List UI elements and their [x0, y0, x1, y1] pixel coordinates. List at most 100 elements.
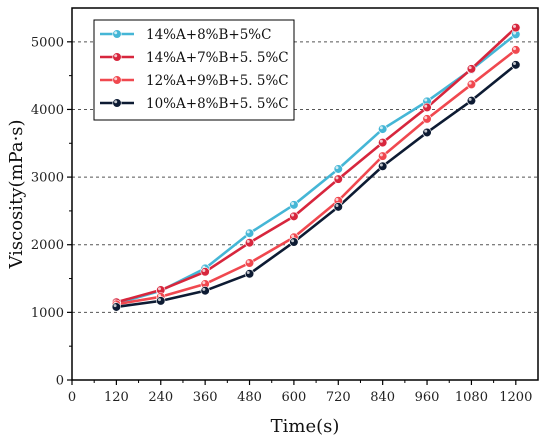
series-line-3: [116, 63, 517, 309]
x-tick-label: 840: [370, 390, 395, 405]
x-tick-label: 1080: [455, 390, 488, 405]
legend-marker: [112, 29, 122, 39]
plot-frame: [71, 7, 539, 381]
data-point-highlight: [424, 116, 428, 120]
data-point-highlight: [291, 234, 295, 238]
data-point-highlight: [157, 287, 161, 291]
data-point: [244, 269, 255, 279]
series-line-1: [116, 26, 517, 304]
data-point-highlight: [335, 204, 339, 208]
x-tick-label: 960: [415, 390, 440, 405]
x-tick-label: 480: [237, 390, 262, 405]
data-point-highlight: [157, 298, 161, 302]
data-point-highlight: [202, 281, 206, 285]
data-point-highlight: [379, 163, 383, 167]
data-point: [244, 228, 255, 238]
series-line-2: [116, 48, 517, 306]
data-point-highlight: [202, 268, 206, 272]
data-point: [422, 102, 432, 113]
x-axis-ticks: 0 120 240 360 480 600 720 840 960 1080 1200: [68, 380, 532, 405]
data-point-highlight: [513, 31, 517, 35]
data-point-highlight: [424, 104, 428, 108]
data-point: [333, 202, 343, 212]
x-tick-label: 720: [326, 390, 351, 405]
legend-label: 14%A+8%B+5%C: [146, 27, 271, 43]
legend-marker: [112, 75, 122, 85]
data-point-highlight: [513, 24, 517, 28]
data-point: [422, 114, 432, 124]
data-point-highlight: [202, 287, 206, 291]
data-point: [111, 302, 121, 312]
data-point: [289, 200, 299, 210]
x-tick-label: 360: [193, 390, 218, 405]
data-point: [333, 174, 343, 184]
data-point-highlight: [379, 139, 383, 143]
legend-label: 10%A+8%B+5. 5%C: [146, 96, 289, 112]
data-point-highlight: [424, 98, 428, 102]
data-point-highlight: [513, 62, 517, 66]
data-point: [156, 296, 166, 306]
x-tick-label: 600: [281, 390, 306, 405]
data-point-highlight: [157, 294, 161, 298]
data-point: [200, 267, 210, 277]
series-lines: [116, 26, 517, 309]
data-point: [333, 164, 343, 174]
legend-marker-highlight: [114, 100, 118, 104]
legend-label: 12%A+9%B+5. 5%C: [146, 73, 289, 89]
data-point-highlight: [246, 239, 250, 243]
data-point-highlight: [468, 66, 472, 70]
data-point: [466, 79, 477, 90]
data-point: [378, 124, 388, 134]
data-point: [466, 64, 477, 74]
data-point: [511, 23, 521, 33]
data-point-highlight: [335, 166, 339, 170]
data-point: [422, 127, 432, 138]
data-point: [511, 60, 521, 70]
data-point: [466, 96, 477, 106]
data-point: [378, 151, 388, 161]
legend-marker-highlight: [114, 31, 118, 35]
data-point: [200, 286, 210, 296]
x-tick-label: 0: [68, 390, 76, 405]
data-point: [378, 161, 388, 171]
legend-marker-highlight: [114, 77, 118, 81]
legend-marker-highlight: [114, 54, 118, 58]
y-tick-label: 1000: [31, 306, 64, 321]
data-point-highlight: [468, 97, 472, 101]
data-point: [289, 237, 299, 247]
x-tick-label: 240: [148, 390, 173, 405]
y-tick-label: 5000: [31, 35, 64, 50]
y-tick-label: 4000: [31, 103, 64, 118]
data-point-highlight: [291, 239, 295, 243]
legend-marker: [112, 52, 122, 62]
legend: 14%A+8%B+5%C 14%A+7%B+5. 5%C 12%A+9%B+5. 5…: [93, 19, 295, 121]
y-axis-title: Viscosity(mPa·s): [6, 119, 27, 269]
data-point: [244, 258, 255, 268]
data-point-highlight: [335, 176, 339, 180]
x-tick-label: 120: [104, 390, 129, 405]
series-points: [111, 23, 521, 312]
data-point: [511, 45, 521, 55]
x-tick-label: 1200: [499, 390, 532, 405]
data-point-highlight: [379, 126, 383, 130]
data-point: [289, 211, 299, 221]
data-point-highlight: [379, 153, 383, 157]
y-tick-label: 3000: [31, 171, 64, 186]
data-point-highlight: [246, 271, 250, 275]
data-point-highlight: [246, 230, 250, 234]
data-point-highlight: [291, 202, 295, 206]
legend-marker: [112, 98, 122, 108]
legend-label: 14%A+7%B+5. 5%C: [146, 50, 289, 66]
data-point-highlight: [113, 304, 117, 308]
data-point-highlight: [246, 260, 250, 264]
data-point-highlight: [424, 129, 428, 133]
data-point-highlight: [335, 197, 339, 201]
y-tick-label: 2000: [31, 238, 64, 253]
y-axis-ticks: 0 1000 2000 3000 4000 5000: [31, 35, 72, 389]
data-point: [378, 137, 388, 148]
data-point-highlight: [291, 213, 295, 217]
data-point-highlight: [468, 81, 472, 85]
x-axis-title: Time(s): [271, 416, 340, 437]
data-point: [244, 238, 255, 248]
